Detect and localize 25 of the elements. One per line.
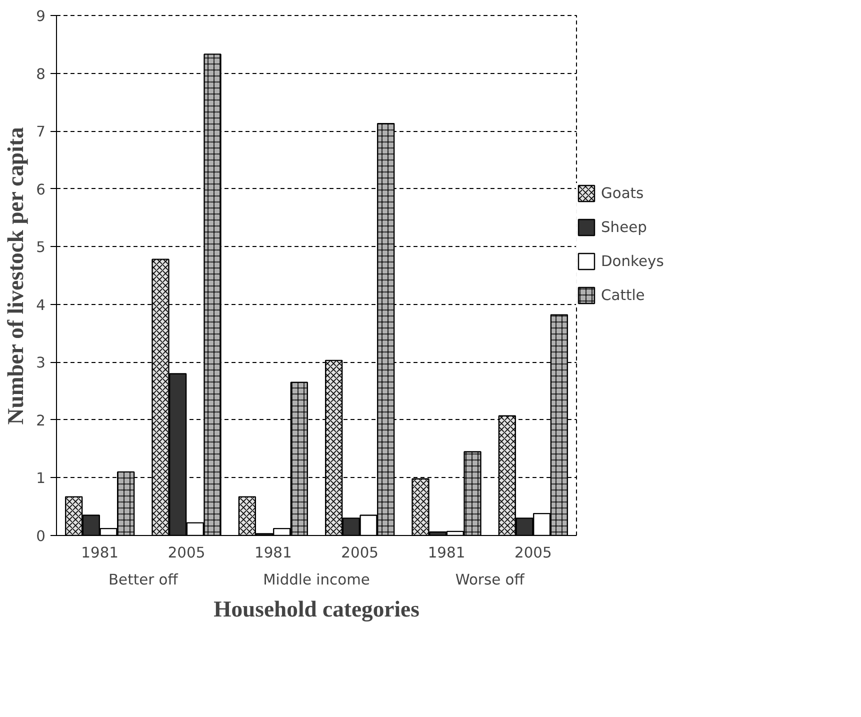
x-tick-label: 1981 bbox=[254, 544, 292, 562]
y-tick-label: 1 bbox=[36, 470, 46, 488]
y-tick-label: 0 bbox=[36, 528, 46, 545]
x-axis-title: Household categories bbox=[214, 596, 420, 622]
legend-label: Goats bbox=[601, 184, 644, 202]
y-tick-label: 4 bbox=[36, 296, 46, 314]
y-tick-label: 8 bbox=[36, 66, 46, 83]
x-tick-label: 2005 bbox=[341, 544, 378, 562]
y-tick-label: 5 bbox=[36, 239, 46, 256]
text: Better off bbox=[108, 572, 179, 588]
legend-label: Donkeys bbox=[601, 252, 664, 270]
x-tick-label: 1981 bbox=[428, 544, 466, 562]
text: Middle income bbox=[263, 572, 370, 588]
y-tick-label: 7 bbox=[36, 124, 46, 141]
y-tick-label: 2 bbox=[36, 412, 46, 430]
y-tick-label: 3 bbox=[36, 354, 46, 372]
y-axis-title: Number of livestock per capita bbox=[3, 127, 28, 425]
legend-label: Sheep bbox=[601, 218, 647, 236]
legend-label: Cattle bbox=[601, 286, 645, 304]
y-tick-label: 6 bbox=[36, 181, 46, 198]
x-tick-label: 2005 bbox=[168, 544, 206, 562]
x-tick-label: 2005 bbox=[514, 544, 552, 562]
text: Worse off bbox=[455, 572, 526, 588]
y-tick-label: 9 bbox=[36, 8, 46, 25]
x-tick-label: 1981 bbox=[81, 544, 118, 562]
